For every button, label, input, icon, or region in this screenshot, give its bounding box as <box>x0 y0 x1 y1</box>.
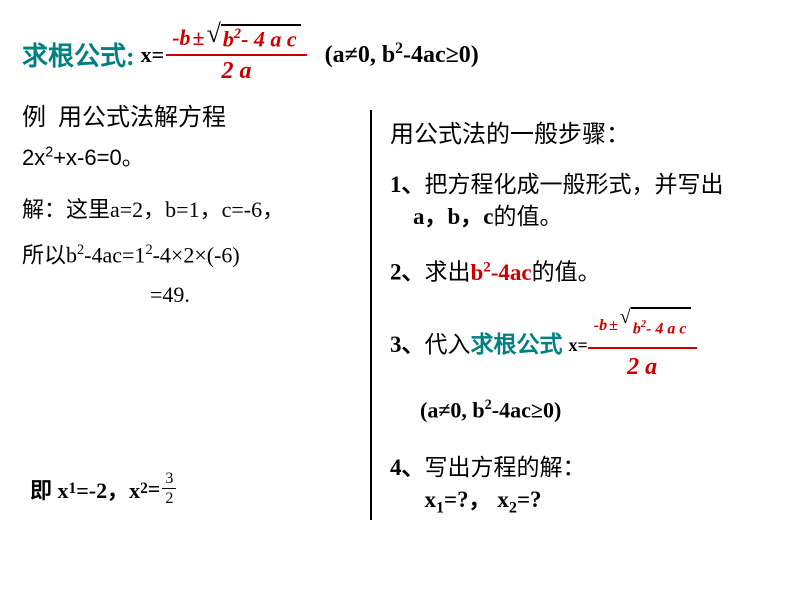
example-text: 用公式法解方程 <box>58 105 226 131</box>
final-fraction: 3 2 <box>162 470 176 508</box>
s1-text-a: 把方程化成一般形式，并写出 <box>425 172 724 197</box>
cond-pre: (a≠0, b <box>325 42 396 68</box>
step-2: 2、求出b2-4ac的值。 <box>390 251 780 289</box>
final-sub1: 1 <box>69 480 77 498</box>
s4-x2-post: =? <box>517 487 542 512</box>
s3-disc-b: b <box>633 320 641 337</box>
eq-post: +x-6=0。 <box>53 145 144 170</box>
step-4: 4、写出方程的解： x1=?， x2=? <box>390 452 780 525</box>
disc-b: b <box>223 26 234 51</box>
s3-num-row: -b ± √ b2- 4 a c <box>588 307 697 349</box>
solution-block: 解：这里a=2，b=1，c=-6， 所以b2-4ac=12-4×2×(-6) =… <box>22 190 352 315</box>
s3-num: 3、 <box>390 329 425 361</box>
final-answer: 即 x1=-2，x2= 3 2 <box>30 470 176 508</box>
s2-rest: -4ac <box>491 260 532 285</box>
final-mid: =-2，x <box>76 473 140 505</box>
quadratic-formula: -b ± √ b2- 4 a c 2 a <box>166 24 306 85</box>
frac-den: 2 <box>165 489 173 508</box>
equation: 2x2+x-6=0。 <box>22 140 352 172</box>
plus-minus: ± <box>193 25 205 51</box>
sol2-mid: -4ac=1 <box>84 242 145 267</box>
x-equals: x= <box>141 42 165 68</box>
s2-disc: b2-4ac <box>471 260 532 285</box>
s2-b: b <box>471 260 484 285</box>
solution-line-2: 所以b2-4ac=12-4×2×(-6) <box>22 230 352 275</box>
cond-post: -4ac≥0) <box>403 42 479 68</box>
cond2-pre: (a≠0, b <box>420 397 485 422</box>
sol2-sup2: 2 <box>145 242 152 258</box>
radical-bar <box>221 24 301 26</box>
radicand: b2- 4 a c <box>221 24 301 52</box>
right-column: 用公式法的一般步骤： 1、把方程化成一般形式，并写出 a，b，c的值。 2、求出… <box>390 114 780 543</box>
solution-line-1: 解：这里a=2，b=1，c=-6， <box>22 190 352 230</box>
s2-text-a: 求出 <box>425 260 471 285</box>
s3-pm: ± <box>609 310 618 342</box>
cond2-post: -4ac≥0) <box>492 397 562 422</box>
sol2-post: -4×2×(-6) <box>153 242 240 267</box>
example-label: 例 <box>22 105 46 131</box>
s2-text-b: 的值。 <box>532 260 601 285</box>
eq-sup: 2 <box>45 145 53 161</box>
s1-abc: a，b，c <box>413 204 494 229</box>
top-formula-row: 求根公式: x= -b ± √ b2- 4 a c 2 a (a≠0, <box>22 24 479 85</box>
s3-sqrt: √ b2- 4 a c <box>620 307 691 345</box>
final-sub2: 2 <box>140 480 148 498</box>
s3-negb: -b <box>594 310 607 342</box>
disc-sup: 2 <box>234 26 241 42</box>
left-column: 例 用公式法解方程 2x2+x-6=0。 解：这里a=2，b=1，c=-6， 所… <box>22 100 352 315</box>
radical-sign: √ <box>207 24 221 44</box>
final-eq: = <box>148 476 161 502</box>
sol2-pre: 所以b <box>22 242 77 267</box>
s3-disc: b2- 4 a c <box>631 307 691 345</box>
eq-pre: 2x <box>22 145 45 170</box>
sqrt-wrap: √ b2- 4 a c <box>207 24 301 52</box>
example-heading: 例 用公式法解方程 <box>22 100 352 136</box>
disc-rest: - 4 a c <box>241 26 297 51</box>
cond2-sup: 2 <box>485 397 492 413</box>
s3-disc-rest: - 4 a c <box>646 320 686 337</box>
s1-text-c: 的值。 <box>494 204 563 229</box>
cond-sup: 2 <box>395 40 403 57</box>
s3-label: 求根公式 <box>471 329 563 361</box>
steps-title: 用公式法的一般步骤： <box>390 114 780 149</box>
formula-numerator: -b ± √ b2- 4 a c <box>166 24 306 56</box>
s4-x2-sub: 2 <box>509 500 517 517</box>
neg-b: -b <box>172 25 190 51</box>
final-pre: 即 x <box>30 473 69 505</box>
formula-label: 求根公式: <box>22 36 135 73</box>
s2-sup: 2 <box>483 259 490 275</box>
s2-num: 2、 <box>390 260 425 285</box>
frac-num: 3 <box>162 470 176 489</box>
s4-x1-post: =?， x <box>444 487 509 512</box>
discriminant: b2- 4 a c <box>221 24 301 52</box>
s3-condition: (a≠0, b2-4ac≥0) <box>420 389 780 426</box>
s4-text: 写出方程的解： <box>425 455 586 480</box>
formula-denominator: 2 a <box>221 56 251 85</box>
s1-num: 1、 <box>390 172 425 197</box>
s3-formula: -b ± √ b2- 4 a c 2 a <box>588 307 697 383</box>
s3-xeq: x= <box>569 329 588 361</box>
s3-radical-sign: √ <box>620 307 631 327</box>
page-content: 求根公式: x= -b ± √ b2- 4 a c 2 a (a≠0, <box>0 0 794 596</box>
s4-x1-sub: 1 <box>436 500 444 517</box>
vertical-divider <box>370 110 372 520</box>
step-3: 3、代入求根公式 x= -b ± √ b2- 4 a c <box>390 307 780 427</box>
step-3-row: 3、代入求根公式 x= -b ± √ b2- 4 a c <box>390 307 780 383</box>
s4-x1-pre: x <box>425 487 437 512</box>
s3-text: 代入 <box>425 329 471 361</box>
s4-num: 4、 <box>390 455 425 480</box>
s3-bar <box>631 307 691 309</box>
s3-den: 2 a <box>627 349 657 383</box>
s4-solutions: x1=?， x2=? <box>425 487 542 512</box>
s3-radicand: b2- 4 a c <box>631 307 691 345</box>
condition: (a≠0, b2-4ac≥0) <box>325 40 479 69</box>
step-1: 1、把方程化成一般形式，并写出 a，b，c的值。 <box>390 169 780 233</box>
solution-line-3: =49. <box>22 275 352 315</box>
